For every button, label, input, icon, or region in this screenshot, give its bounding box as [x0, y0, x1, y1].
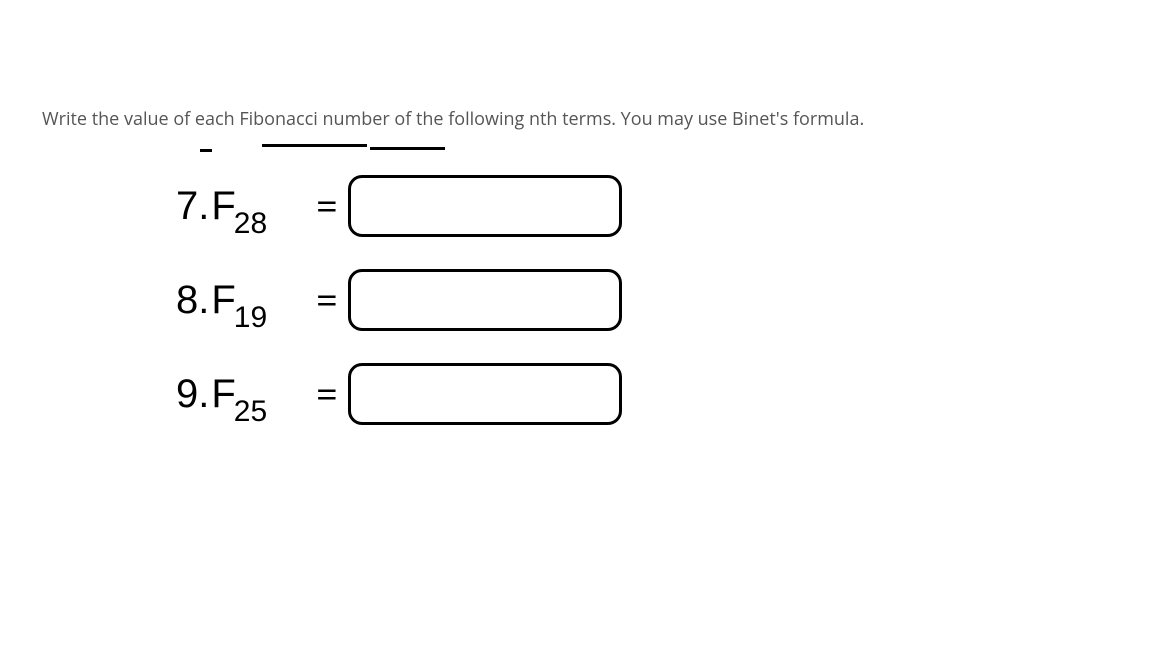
- instruction-text: Write the value of each Fibonacci number…: [42, 107, 864, 131]
- equals-sign: =: [316, 368, 338, 420]
- fibonacci-subscript: 28: [234, 207, 267, 241]
- question-number: 8.: [176, 278, 209, 323]
- question-number: 7.: [176, 184, 209, 229]
- answer-input-f19[interactable]: [348, 269, 622, 331]
- fibonacci-subscript: 19: [234, 301, 267, 335]
- equals-sign: =: [316, 180, 338, 232]
- problem-row: 9. F 25 =: [176, 358, 622, 430]
- fibonacci-subscript: 25: [234, 395, 267, 429]
- decorative-rule-right: [370, 147, 445, 150]
- problem-label: 9. F 25: [176, 372, 310, 417]
- problem-label: 8. F 19: [176, 278, 310, 323]
- question-number: 9.: [176, 372, 209, 417]
- problem-row: 7. F 28 =: [176, 170, 622, 242]
- problem-label: 7. F 28: [176, 184, 310, 229]
- decorative-dash: [200, 149, 212, 152]
- equals-sign: =: [316, 274, 338, 326]
- problem-row: 8. F 19 =: [176, 264, 622, 336]
- fibonacci-letter: F: [211, 372, 235, 417]
- fibonacci-letter: F: [211, 184, 235, 229]
- answer-input-f28[interactable]: [348, 175, 622, 237]
- decorative-rule-left: [262, 144, 367, 147]
- problems-container: 7. F 28 = 8. F 19 = 9. F 25 =: [176, 170, 622, 452]
- answer-input-f25[interactable]: [348, 363, 622, 425]
- fibonacci-letter: F: [211, 278, 235, 323]
